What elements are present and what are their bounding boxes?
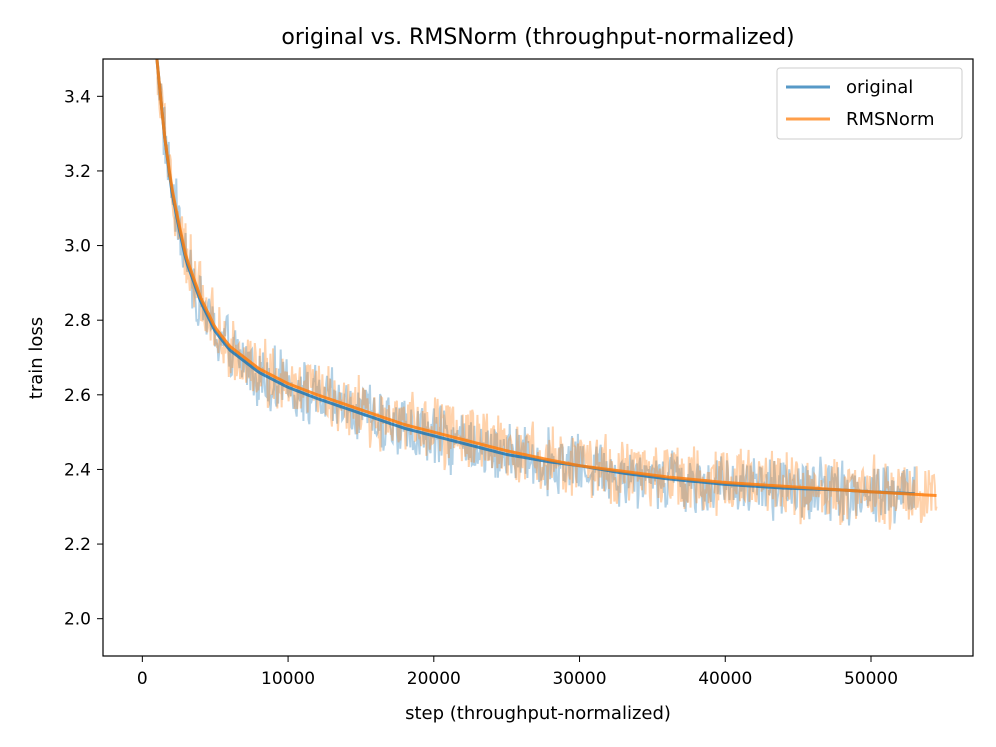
x-tick-label: 30000 — [552, 669, 606, 689]
legend-label-rmsnorm: RMSNorm — [846, 109, 935, 130]
chart-title: original vs. RMSNorm (throughput-normali… — [281, 25, 794, 50]
noise-band-RMSNorm — [156, 59, 938, 530]
legend: original RMSNorm — [776, 67, 963, 140]
y-tick-label: 2.0 — [64, 610, 91, 630]
y-tick-label: 2.6 — [64, 386, 91, 406]
series-lines — [155, 59, 937, 498]
series-line-original — [155, 59, 915, 496]
noise-band-original — [156, 76, 916, 526]
y-tick-label: 2.2 — [64, 535, 91, 555]
y-tick-label: 2.8 — [64, 311, 91, 331]
x-tick-label: 50000 — [844, 669, 898, 689]
y-axis: 2.0 2.2 2.4 2.6 2.8 3.0 3.2 3.4 — [64, 87, 103, 630]
legend-label-original: original — [846, 77, 913, 98]
x-tick-label: 40000 — [698, 669, 752, 689]
noise-bands — [156, 59, 938, 530]
x-tick-label: 20000 — [407, 669, 461, 689]
y-tick-label: 2.4 — [64, 460, 91, 480]
x-tick-label: 0 — [137, 669, 148, 689]
x-tick-label: 10000 — [261, 669, 315, 689]
x-axis: 0 10000 20000 30000 40000 50000 — [137, 656, 898, 689]
y-axis-label: train loss — [26, 317, 47, 399]
plot-frame — [102, 58, 974, 657]
series-line-RMSNorm — [155, 59, 937, 498]
y-tick-label: 3.2 — [64, 162, 91, 182]
y-tick-label: 3.0 — [64, 237, 91, 257]
y-tick-label: 3.4 — [64, 87, 91, 107]
x-axis-label: step (throughput-normalized) — [405, 703, 671, 724]
